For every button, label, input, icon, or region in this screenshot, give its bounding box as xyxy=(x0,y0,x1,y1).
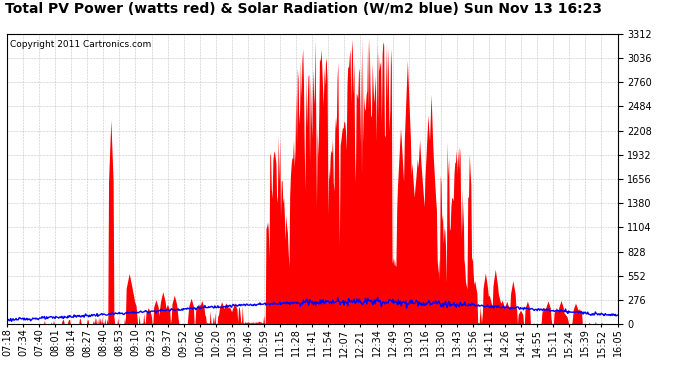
Text: Total PV Power (watts red) & Solar Radiation (W/m2 blue) Sun Nov 13 16:23: Total PV Power (watts red) & Solar Radia… xyxy=(5,2,602,16)
Text: Copyright 2011 Cartronics.com: Copyright 2011 Cartronics.com xyxy=(10,40,151,49)
